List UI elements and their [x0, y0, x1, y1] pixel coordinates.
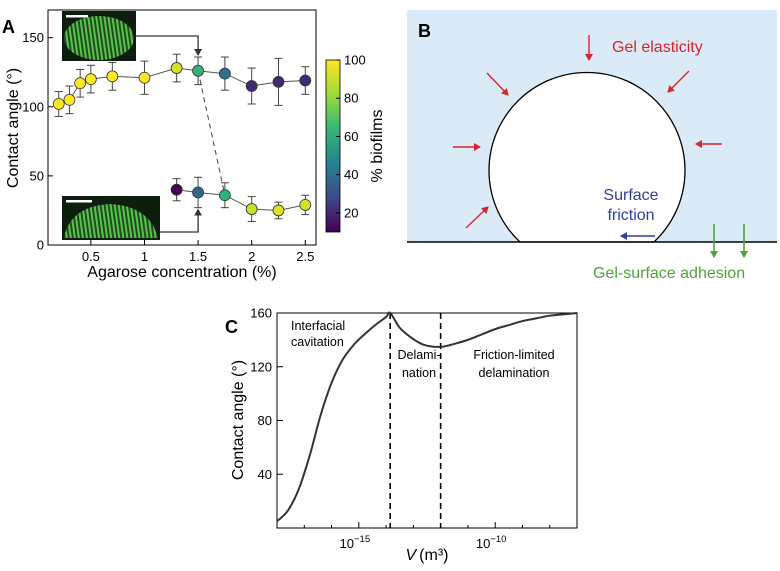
surface-friction-label-line1: Surface — [603, 187, 658, 204]
surface-friction-label-line2: friction — [607, 207, 654, 224]
biofilm-droplet — [488, 71, 686, 243]
data-point — [170, 183, 183, 196]
y-tick-label: 40 — [258, 467, 272, 482]
data-point — [192, 64, 204, 77]
elasticity-arrow — [486, 72, 509, 96]
panel-a-y-axis-label: Contact angle (°) — [5, 68, 22, 188]
panel-c-label: C — [225, 317, 238, 337]
panel-a-data — [52, 53, 312, 222]
colorbar-tick-label: 100 — [344, 53, 366, 68]
inset-scale-bar — [66, 200, 92, 203]
y-tick-label: 0 — [37, 238, 44, 253]
colorbar — [325, 59, 341, 233]
inset-scale-bar — [66, 15, 88, 18]
upper-biofilm-inset — [62, 11, 136, 61]
data-point — [245, 80, 258, 92]
region-label-cavitation-line1: Interfacial — [291, 319, 345, 333]
colorbar-ticks: 20 40 60 80 100 — [336, 53, 366, 220]
lower-inset-connector — [160, 208, 203, 233]
inset-connectors — [136, 35, 226, 233]
region-label-friction-line1: Friction-limited — [473, 348, 554, 362]
gel-surface-adhesion-label: Gel-surface adhesion — [593, 265, 745, 282]
data-point — [84, 73, 97, 86]
elasticity-arrow — [667, 70, 690, 93]
panel-c-x-axis-label: V (m³) — [406, 547, 449, 564]
panel-a-label: A — [2, 17, 15, 37]
x-tick-label: 10−10 — [476, 534, 507, 551]
x-tick-base: 10 — [476, 536, 490, 551]
data-point — [52, 98, 65, 110]
x-tick-exponent: −10 — [490, 534, 506, 545]
transition-dashed-link — [197, 70, 226, 196]
x-tick-label: 1 — [141, 249, 148, 264]
panel-a-axes: 0.5 1 1.5 2 2.5 0 50 100 150 — [22, 30, 314, 264]
series-connector-line — [58, 67, 306, 105]
data-point — [170, 62, 183, 74]
region-label-delamination-line1: Delami- — [397, 348, 440, 362]
lower-biofilm-inset — [62, 196, 160, 240]
colorbar-tick-label: 60 — [344, 129, 358, 144]
x-axis-variable: V — [406, 547, 418, 564]
data-point — [218, 67, 231, 80]
region-label-delamination-line2: nation — [402, 366, 436, 380]
data-point — [299, 199, 312, 211]
panel-a-plot-frame — [47, 9, 317, 246]
x-axis-unit: (m³) — [419, 547, 448, 564]
colorbar-tick-label: 20 — [344, 205, 358, 220]
colorbar-label: % biofilms — [369, 110, 386, 183]
y-tick-label: 120 — [250, 359, 272, 374]
panel-c-region-dividers — [389, 313, 442, 528]
y-tick-label: 80 — [258, 413, 272, 428]
data-point — [218, 189, 231, 202]
data-point — [245, 203, 258, 215]
region-label-cavitation-line2: cavitation — [291, 335, 344, 349]
data-point — [299, 74, 312, 87]
y-tick-label: 100 — [22, 99, 44, 114]
x-tick-label: 0.5 — [82, 249, 100, 264]
gel-elasticity-arrows — [453, 35, 722, 229]
region-label-friction-line2: delamination — [479, 366, 550, 380]
colorbar-tick-label: 40 — [344, 167, 358, 182]
data-point — [74, 77, 87, 90]
y-tick-label: 160 — [250, 306, 272, 321]
x-tick-label: 1.5 — [189, 249, 207, 264]
data-point — [192, 186, 204, 199]
upper-inset-connector — [136, 35, 203, 56]
x-tick-label: 10−15 — [340, 534, 371, 551]
panel-b: B Gel elasticity Surface friction Gel-su… — [407, 10, 777, 282]
elasticity-arrow — [465, 206, 489, 229]
contact-angle-curve — [276, 311, 578, 523]
data-point — [63, 93, 76, 106]
panel-a-x-axis-label: Agarose concentration (%) — [87, 264, 276, 281]
data-point — [138, 71, 151, 84]
x-tick-base: 10 — [340, 536, 354, 551]
data-point — [272, 204, 285, 217]
panel-b-label: B — [418, 21, 431, 41]
data-point — [272, 75, 285, 88]
x-tick-label: 2 — [248, 249, 255, 264]
gel-elasticity-label: Gel elasticity — [612, 39, 703, 56]
y-tick-label: 50 — [30, 168, 44, 183]
colorbar-tick-label: 80 — [344, 91, 358, 106]
panel-c-y-axis-label: Contact angle (°) — [230, 360, 247, 480]
x-tick-exponent: −15 — [354, 534, 370, 545]
data-point — [106, 70, 119, 83]
panel-a: A 0.5 1 1.5 2 2.5 0 50 100 150 Agarose concentra… — [2, 9, 386, 281]
y-tick-label: 150 — [22, 30, 44, 45]
x-tick-label: 2.5 — [296, 249, 314, 264]
